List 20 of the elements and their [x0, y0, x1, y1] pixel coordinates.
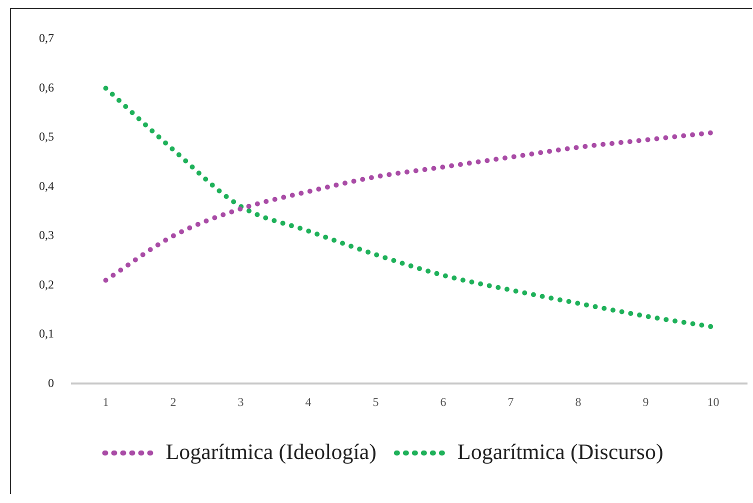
- y-tick-label: 0,2: [39, 277, 54, 292]
- y-tick-label: 0,7: [39, 31, 54, 46]
- x-tick-label: 5: [372, 394, 379, 409]
- x-tick-label: 10: [707, 394, 720, 409]
- y-tick-label: 0,3: [39, 228, 54, 242]
- x-tick-label: 6: [440, 394, 446, 409]
- x-tick-label: 4: [305, 394, 312, 409]
- x-tick-label: 9: [642, 394, 649, 409]
- legend-label: Logarítmica (Ideología): [166, 438, 376, 464]
- y-tick-label: 0,1: [39, 326, 54, 341]
- x-tick-label: 8: [575, 394, 582, 409]
- x-tick-label: 2: [170, 394, 176, 409]
- y-tick-label: 0,6: [39, 80, 54, 94]
- x-tick-label: 3: [238, 394, 244, 409]
- y-tick-label: 0,5: [39, 130, 54, 144]
- y-tick-label: 0: [48, 376, 54, 390]
- x-tick-label: 7: [508, 394, 514, 409]
- y-tick-label: 0,4: [39, 178, 54, 193]
- legend-label: Logarítmica (Discurso): [457, 438, 664, 464]
- x-tick-label: 1: [102, 394, 109, 409]
